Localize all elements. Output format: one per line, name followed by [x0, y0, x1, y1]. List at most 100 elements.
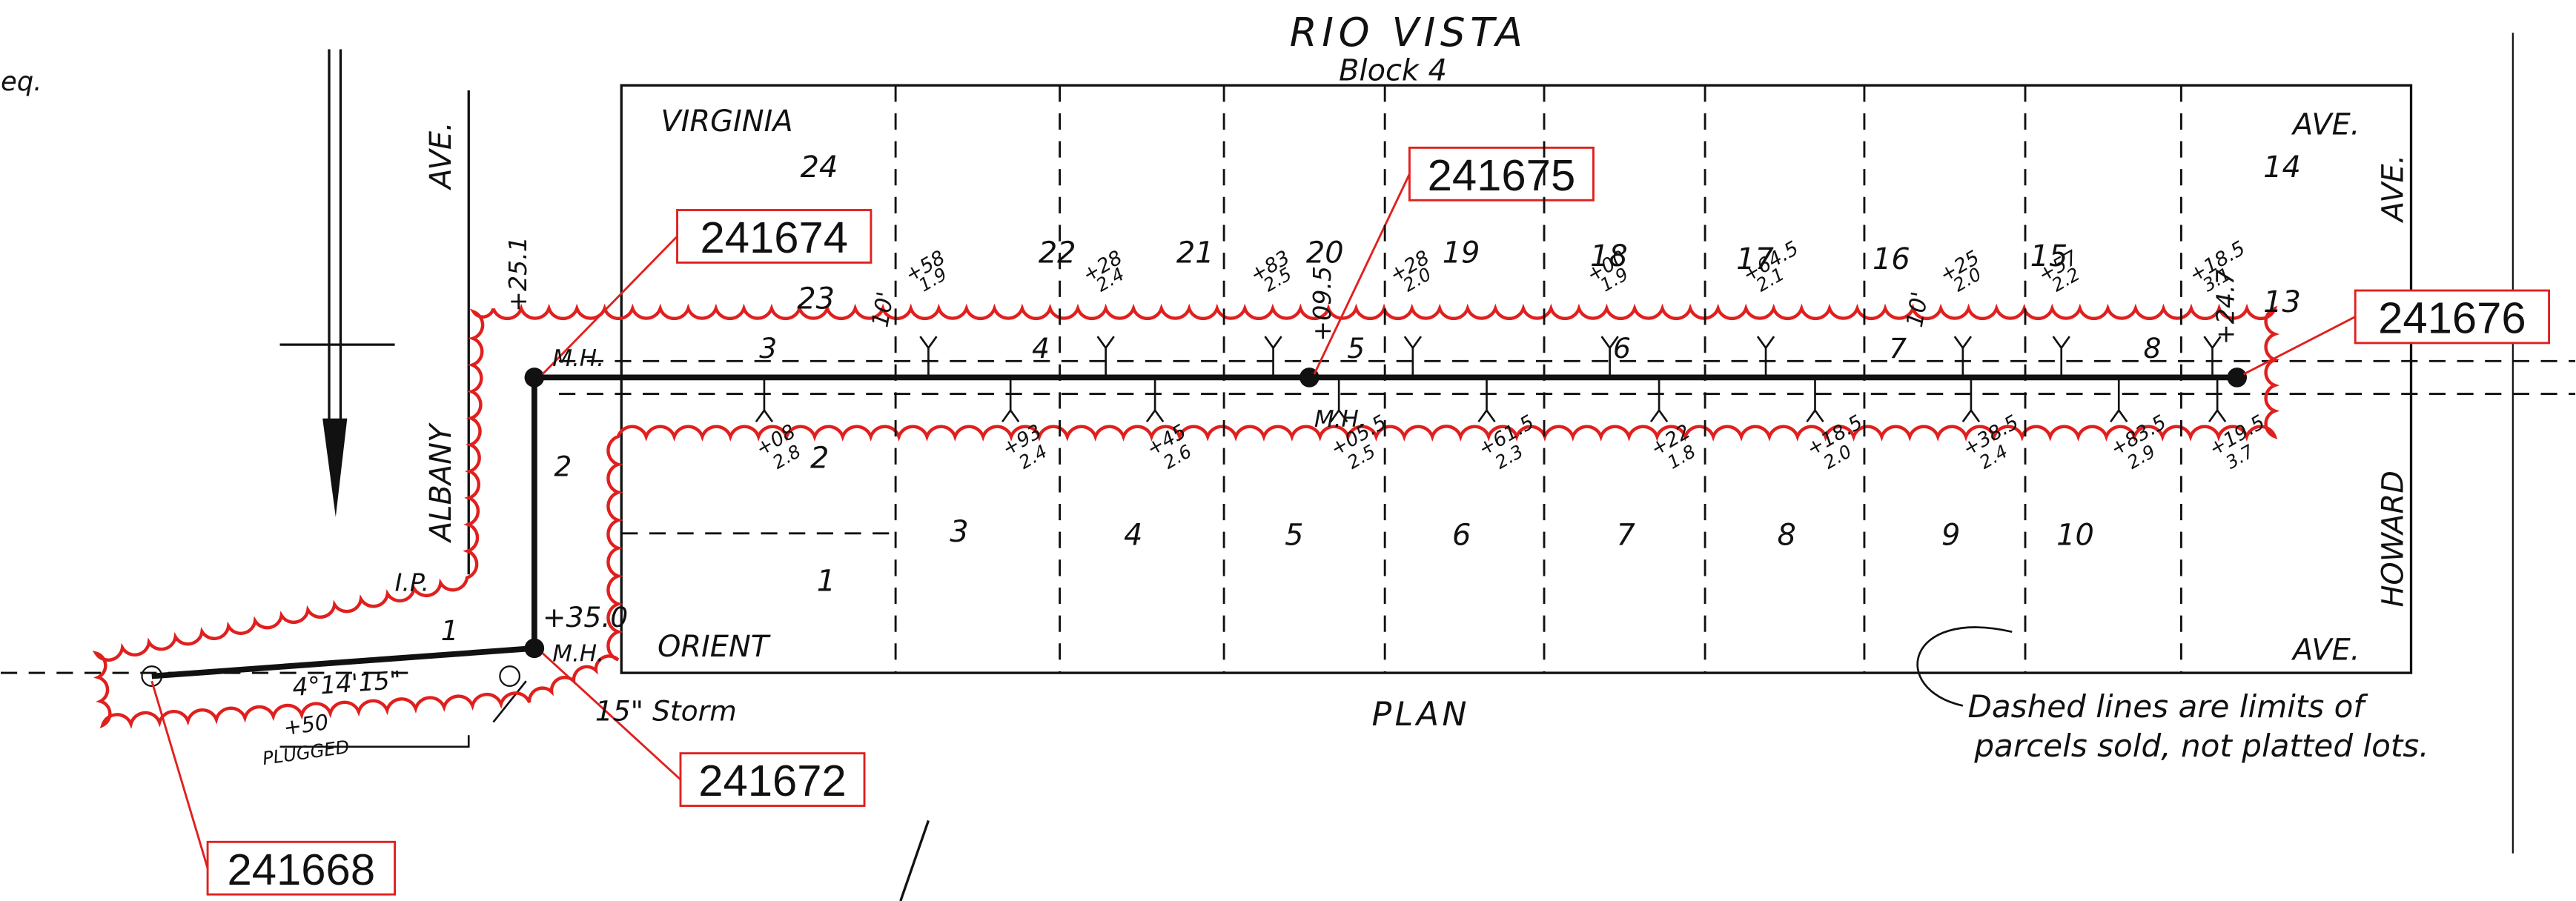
storm-line [279, 680, 527, 748]
station: 7 [1889, 332, 1907, 365]
lot-number: 16 [1873, 242, 1910, 276]
lateral [1001, 377, 1020, 423]
street-name: VIRGINIA [660, 104, 792, 139]
offset: 10' [1901, 290, 1934, 329]
plan-label: PLAN [1371, 696, 1470, 734]
lateral [1600, 336, 1619, 378]
lot-number: 10 [2056, 518, 2094, 552]
angle-label: 4°14'15" [291, 665, 402, 702]
manhole [524, 368, 545, 388]
callout-box [2354, 289, 2551, 345]
street-name: ALBANY [424, 422, 458, 544]
station: 5 [1347, 332, 1365, 365]
north-arrow-head [322, 418, 348, 517]
title: RIO VISTA [1290, 10, 1528, 56]
street-name: AVE. [2291, 633, 2360, 667]
callout-box [676, 209, 873, 264]
lot-number: 22 [1039, 236, 1076, 270]
plugged-end [141, 665, 163, 687]
lot-number: 18 [1590, 239, 1628, 273]
lateral [1961, 377, 1981, 423]
linework [0, 33, 2576, 901]
note-arrow [1916, 626, 2013, 707]
lot-number: 19 [1443, 236, 1480, 270]
revision-cloud [92, 303, 2280, 729]
lateral [755, 377, 774, 423]
sewer-main [151, 374, 2237, 679]
callout-box [1408, 146, 1595, 202]
pipe-label: +24.7 [2211, 269, 2239, 345]
street-name: AVE. [424, 122, 458, 190]
lateral [1264, 336, 1282, 378]
lot-number: 23 [797, 282, 835, 316]
lot-number: 21 [1176, 236, 1214, 270]
storm-label: 15" Storm [595, 694, 737, 727]
lot-number: 20 [1306, 236, 1344, 270]
lot-number: 17 [1736, 242, 1774, 276]
callout-box [206, 840, 397, 896]
note: parcels sold, not platted lots. [1973, 728, 2428, 764]
pipe-label: +35.0 [543, 601, 628, 634]
lateral [1649, 377, 1669, 423]
street-name: ORIENT [658, 630, 771, 664]
lot-number: 6 [1452, 518, 1471, 552]
pipe-label: +09.5 [1308, 266, 1337, 342]
callout-label: 241676 [2378, 293, 2526, 343]
lateral [1096, 336, 1115, 378]
street-name: AVE. [2291, 108, 2360, 142]
station: 2 [554, 450, 572, 482]
lot-number: 24 [801, 150, 838, 184]
lot-number: 5 [1285, 518, 1303, 552]
plugged-label: PLUGGED [261, 736, 351, 769]
street-name: HOWARD [2376, 471, 2410, 607]
station: 4 [1032, 332, 1050, 365]
callout-label: 241675 [1428, 150, 1576, 200]
lateral [1953, 336, 1972, 378]
structure [499, 665, 521, 687]
lot-number: 4 [1124, 518, 1142, 552]
lateral [2208, 377, 2227, 423]
lateral [2052, 336, 2070, 378]
ip-label: I.P. [395, 568, 429, 596]
lateral [1403, 336, 1422, 378]
lot-number: 9 [1941, 518, 1960, 552]
station: 3 [759, 332, 777, 365]
lot-number: 15 [2030, 239, 2068, 273]
lateral [1477, 377, 1496, 423]
lateral [1806, 377, 1824, 423]
lot-number: 3 [950, 515, 968, 549]
street-name: AVE. [2376, 155, 2410, 224]
margin-fragment: eq. [1, 67, 42, 97]
station: 6 [1613, 332, 1631, 365]
stray-mark [899, 819, 930, 901]
callout-box [679, 752, 866, 807]
lot-number: 14 [2263, 150, 2301, 184]
callout-label: 241672 [698, 756, 847, 805]
callout-leader [150, 173, 2356, 869]
lot-number: 13 [2263, 285, 2301, 319]
lot-number: 2 [810, 441, 829, 475]
lot-number: 8 [1778, 518, 1796, 552]
lateral [1330, 377, 1348, 423]
callout-label: 241674 [700, 213, 848, 262]
manhole [2227, 368, 2248, 388]
note: Dashed lines are limits of [1967, 688, 2368, 725]
lateral [2203, 336, 2222, 378]
callout-label: 241668 [228, 845, 376, 894]
lot-number: 1 [817, 564, 835, 598]
lateral [1145, 377, 1165, 423]
pipe-label: +25.1 [503, 236, 532, 312]
subtitle: Block 4 [1339, 54, 1447, 88]
lateral [2110, 377, 2128, 423]
manhole-label: M.H. [552, 345, 604, 372]
lateral [919, 336, 938, 378]
manhole [524, 638, 545, 659]
lateral [1756, 336, 1775, 378]
plugged-label: +50 [282, 709, 330, 740]
lot-number: 7 [1616, 518, 1635, 552]
manhole-label: M.H. [552, 641, 604, 668]
offset: 10' [867, 290, 899, 329]
station: 8 [2143, 332, 2161, 365]
